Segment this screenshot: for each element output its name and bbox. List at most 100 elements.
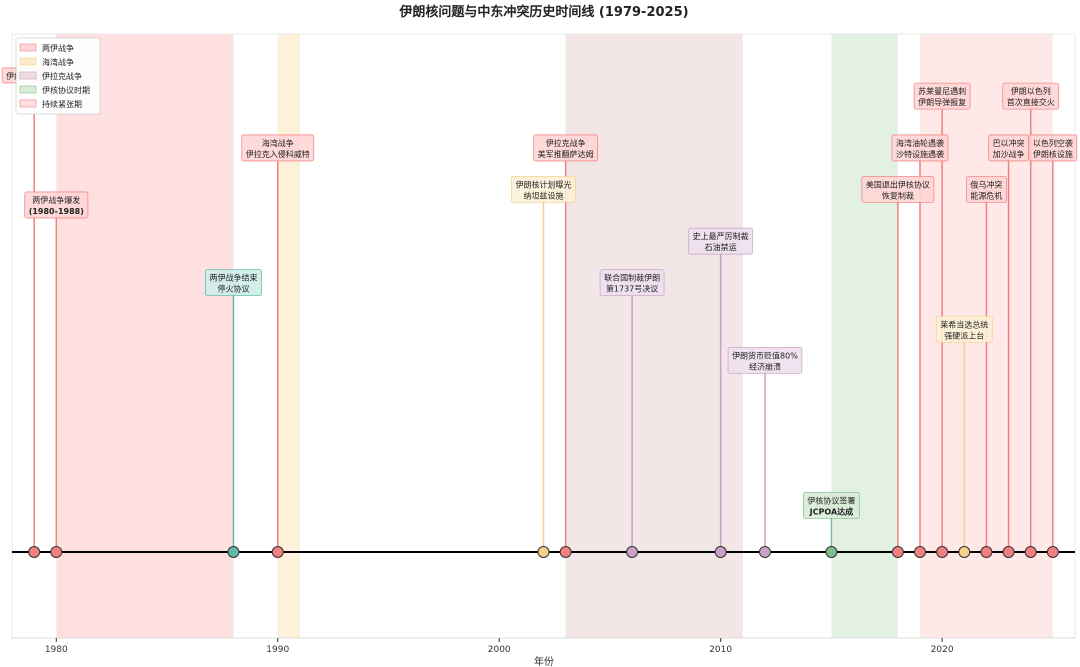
event-text-line: 伊朗导弹报复 bbox=[918, 97, 966, 107]
event-text-line: 能源危机 bbox=[970, 190, 1002, 200]
event-text-line: 巴以冲突 bbox=[993, 138, 1025, 148]
event-label-box bbox=[727, 346, 803, 374]
period-bands bbox=[56, 34, 1053, 638]
x-tick-label: 2010 bbox=[709, 645, 732, 655]
event-label-box bbox=[241, 134, 315, 162]
legend-box bbox=[15, 37, 101, 115]
event-text-line: 伊核协议签署 bbox=[807, 495, 855, 505]
event-text-line: 第1737号决议 bbox=[606, 284, 658, 294]
x-axis: 1980 1990 2000 2010 2020 bbox=[12, 637, 1075, 655]
event-label-box bbox=[205, 269, 262, 297]
event-text-line: 伊拉克战争 bbox=[546, 138, 586, 148]
event-marker-2024 bbox=[1024, 546, 1037, 558]
event-text-line: 联合国制裁伊朗 bbox=[604, 273, 660, 283]
legend-label-war: 两伊战争 bbox=[42, 43, 74, 53]
event-marker-2015 bbox=[825, 546, 838, 558]
event-label-box bbox=[891, 134, 949, 162]
event-marker-2023 bbox=[1002, 546, 1015, 558]
legend-label-jcpoa: 伊核协议时期 bbox=[42, 85, 90, 95]
event-text-line: 恢复制裁 bbox=[882, 190, 914, 200]
legend-swatch-iraq bbox=[19, 71, 37, 80]
x-axis-label: 年份 bbox=[534, 655, 554, 667]
event-text-line: 经济崩溃 bbox=[749, 361, 781, 371]
event-marker-2021 bbox=[958, 546, 971, 558]
x-tick-label: 1990 bbox=[266, 645, 289, 655]
event-label-box bbox=[966, 175, 1007, 203]
event-marker-1980 bbox=[50, 546, 63, 558]
legend-swatch-jcpoa bbox=[19, 85, 37, 94]
event-marker-2006 bbox=[626, 546, 639, 558]
event-text-line: 沙特设施遇袭 bbox=[896, 149, 944, 159]
event-marker-2025 bbox=[1046, 546, 1059, 558]
event-marker-2020 bbox=[936, 546, 949, 558]
event-text-line: 莱希当选总统 bbox=[940, 319, 988, 329]
event-text-line: 伊朗核设施 bbox=[1033, 149, 1073, 159]
x-tick-label: 2020 bbox=[931, 645, 954, 655]
event-text-line: 石油禁运 bbox=[705, 242, 737, 252]
event-marker-2019 bbox=[913, 546, 926, 558]
event-label-box bbox=[533, 134, 599, 162]
event-text-line: 俄乌冲突 bbox=[970, 179, 1002, 189]
event-text-line: 史上最严厉制裁 bbox=[693, 231, 749, 241]
legend-label-iraq: 伊拉克战争 bbox=[42, 71, 82, 81]
event-label-box bbox=[913, 82, 971, 110]
event-marker-2010 bbox=[714, 546, 727, 558]
event-text-line: 以色列空袭 bbox=[1033, 138, 1073, 148]
event-marker-2022 bbox=[980, 546, 993, 558]
event-text-line: 伊朗以色列 bbox=[1011, 86, 1051, 96]
event-text-line: 美军推翻萨达姆 bbox=[538, 149, 594, 159]
event-marker-2012 bbox=[758, 546, 771, 558]
event-label-box bbox=[688, 227, 754, 255]
event-text-line: 苏莱曼尼遇刺 bbox=[918, 86, 966, 96]
event-label-box bbox=[861, 175, 935, 203]
event-text-line: 停火协议 bbox=[217, 284, 249, 294]
event-marker-1988 bbox=[227, 546, 240, 558]
event-stems bbox=[33, 75, 1054, 552]
event-marker-1979 bbox=[28, 546, 41, 558]
event-text-line: 纳坦兹设施 bbox=[524, 190, 564, 200]
period-band-war bbox=[56, 34, 234, 638]
event-text-line: 首次直接交火 bbox=[1007, 97, 1055, 107]
event-text-line: 伊拉克入侵科威特 bbox=[246, 149, 310, 159]
x-tick-label: 1980 bbox=[45, 645, 68, 655]
event-marker-2002 bbox=[537, 546, 550, 558]
event-marker-1990 bbox=[271, 546, 284, 558]
chart-title: 伊朗核问题与中东冲突历史时间线 (1979-2025) bbox=[398, 4, 688, 20]
event-markers bbox=[28, 546, 1059, 558]
event-text-line: 两伊战争结束 bbox=[209, 273, 257, 283]
event-text-line: (1980-1988) bbox=[29, 207, 84, 216]
event-text-line: 海湾战争 bbox=[262, 138, 294, 148]
event-text-line: 美国退出伊核协议 bbox=[866, 179, 930, 189]
event-text-line: JCPOA达成 bbox=[809, 506, 854, 516]
legend-swatch-gulf bbox=[19, 57, 37, 66]
event-text-line: 伊朗货币贬值80% bbox=[732, 350, 798, 360]
event-labels: 伊朗伊斯兰革命两伊战争爆发(1980-1988)两伊战争结束停火协议海湾战争伊拉… bbox=[1, 67, 1078, 519]
event-label-box bbox=[1002, 82, 1060, 110]
event-text-line: 加沙战争 bbox=[993, 149, 1025, 159]
period-band-jcpoa bbox=[831, 34, 898, 638]
event-label-box bbox=[599, 269, 665, 297]
event-text-line: 两伊战争爆发 bbox=[32, 195, 80, 205]
event-marker-2018 bbox=[891, 546, 904, 558]
event-label-box bbox=[511, 175, 576, 203]
event-label-2012: 伊朗货币贬值80%经济崩溃 bbox=[727, 346, 803, 374]
event-label-1980: 两伊战争爆发 (1980-1988) bbox=[24, 191, 89, 219]
event-label-box bbox=[1028, 134, 1078, 162]
event-text-line: 伊朗核计划曝光 bbox=[516, 179, 572, 189]
legend-label-tension: 持续紧张期 bbox=[42, 99, 82, 109]
legend-swatch-war bbox=[19, 43, 37, 52]
event-label-box bbox=[24, 191, 89, 219]
event-text-line: 海湾油轮遇袭 bbox=[896, 138, 944, 148]
